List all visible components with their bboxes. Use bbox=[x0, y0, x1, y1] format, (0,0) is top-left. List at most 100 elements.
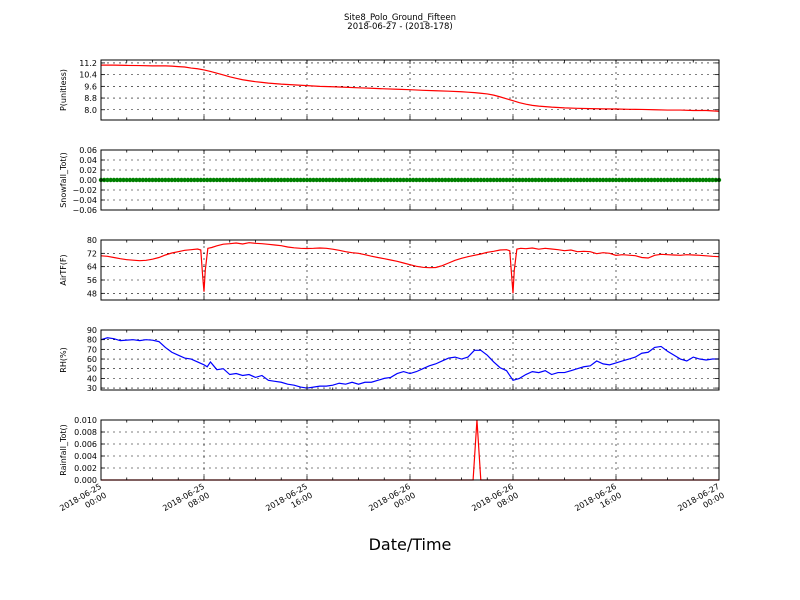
series-point bbox=[668, 177, 673, 183]
series-point bbox=[288, 177, 294, 183]
y-tick-label: 72 bbox=[87, 249, 97, 258]
series-point bbox=[472, 177, 477, 183]
series-point bbox=[639, 177, 644, 183]
series-point bbox=[205, 177, 210, 183]
series-point bbox=[462, 177, 467, 183]
series-point bbox=[446, 177, 451, 183]
series-point bbox=[385, 177, 390, 183]
series-point bbox=[272, 177, 278, 183]
series-point bbox=[240, 177, 245, 183]
series-point bbox=[452, 177, 458, 183]
series-point bbox=[404, 177, 409, 183]
y-tick-label: 0.008 bbox=[74, 428, 97, 437]
series-point bbox=[475, 177, 480, 183]
series-point bbox=[343, 177, 348, 183]
series-point bbox=[137, 177, 142, 183]
series-point bbox=[597, 177, 603, 183]
series-point bbox=[488, 177, 493, 183]
y-tick-label: 40 bbox=[87, 374, 97, 383]
series-point bbox=[517, 177, 522, 183]
series-point bbox=[182, 177, 187, 183]
series-point bbox=[211, 177, 216, 183]
y-axis-label: Snowfall_Tot() bbox=[59, 152, 68, 208]
series-point bbox=[568, 177, 574, 183]
series-point bbox=[514, 177, 519, 183]
y-tick-label: 0.004 bbox=[74, 452, 97, 461]
series-point bbox=[649, 177, 654, 183]
series-point bbox=[407, 177, 413, 183]
series-point bbox=[159, 177, 165, 183]
y-tick-label: 50 bbox=[87, 365, 97, 374]
series-point bbox=[607, 177, 612, 183]
y-tick-label: 0.06 bbox=[79, 146, 97, 155]
series-point bbox=[591, 177, 596, 183]
series-point bbox=[308, 177, 313, 183]
series-point bbox=[243, 177, 249, 183]
series-point bbox=[652, 177, 657, 183]
y-tick-label: 0.010 bbox=[74, 416, 97, 425]
series-point bbox=[520, 177, 525, 183]
series-point bbox=[642, 177, 648, 183]
series-point bbox=[327, 177, 332, 183]
y-tick-label: −0.04 bbox=[72, 196, 97, 205]
plot-frame bbox=[100, 59, 720, 121]
plot-frame bbox=[100, 329, 720, 391]
series-point bbox=[156, 177, 162, 183]
series-point bbox=[549, 177, 554, 183]
plot-frame bbox=[100, 149, 720, 211]
series-point bbox=[465, 177, 471, 183]
series-point bbox=[230, 177, 236, 183]
series-point bbox=[108, 177, 113, 183]
series-point bbox=[536, 177, 541, 183]
series-point bbox=[497, 177, 503, 183]
series-point bbox=[147, 177, 152, 183]
series-point bbox=[340, 177, 345, 183]
series-point bbox=[703, 177, 709, 183]
series-point bbox=[594, 177, 599, 183]
series-point bbox=[121, 177, 126, 183]
series-point bbox=[459, 177, 464, 183]
series-point bbox=[436, 177, 442, 183]
series-line bbox=[101, 64, 720, 112]
series-point bbox=[617, 177, 622, 183]
series-point bbox=[359, 177, 364, 183]
series-point bbox=[411, 177, 416, 183]
series-point bbox=[420, 177, 426, 183]
series-point bbox=[555, 177, 561, 183]
series-point bbox=[478, 177, 484, 183]
series-point bbox=[485, 177, 490, 183]
series-point bbox=[253, 177, 258, 183]
series-point bbox=[571, 177, 577, 183]
series-point bbox=[324, 177, 329, 183]
series-point bbox=[430, 177, 435, 183]
series-point bbox=[169, 177, 175, 183]
series-point bbox=[143, 177, 149, 183]
plot-frame bbox=[100, 239, 720, 301]
series-point bbox=[694, 177, 699, 183]
series-point bbox=[333, 177, 339, 183]
series-point bbox=[140, 177, 146, 183]
panel-snowfall: −0.06−0.04−0.020.000.020.040.06 Snowfall_… bbox=[59, 146, 722, 215]
series-point bbox=[391, 177, 397, 183]
series-point bbox=[552, 177, 558, 183]
series-point bbox=[163, 177, 168, 183]
series-point bbox=[600, 177, 606, 183]
series-point bbox=[256, 177, 261, 183]
series-point bbox=[259, 177, 265, 183]
panel-rainfall: 0.000 0.002 0.004 0.006 0.008 0.010 Rainfall_T… bbox=[59, 416, 720, 485]
series-point bbox=[394, 177, 400, 183]
y-tick-label: 0.04 bbox=[79, 156, 97, 165]
y-tick-label: 64 bbox=[87, 263, 97, 272]
y-axis-label: RH(%) bbox=[59, 347, 68, 372]
y-tick-label: 0.006 bbox=[74, 440, 97, 449]
series-point bbox=[311, 177, 316, 183]
series-point bbox=[687, 177, 693, 183]
series-point bbox=[266, 177, 271, 183]
series-point bbox=[620, 177, 625, 183]
